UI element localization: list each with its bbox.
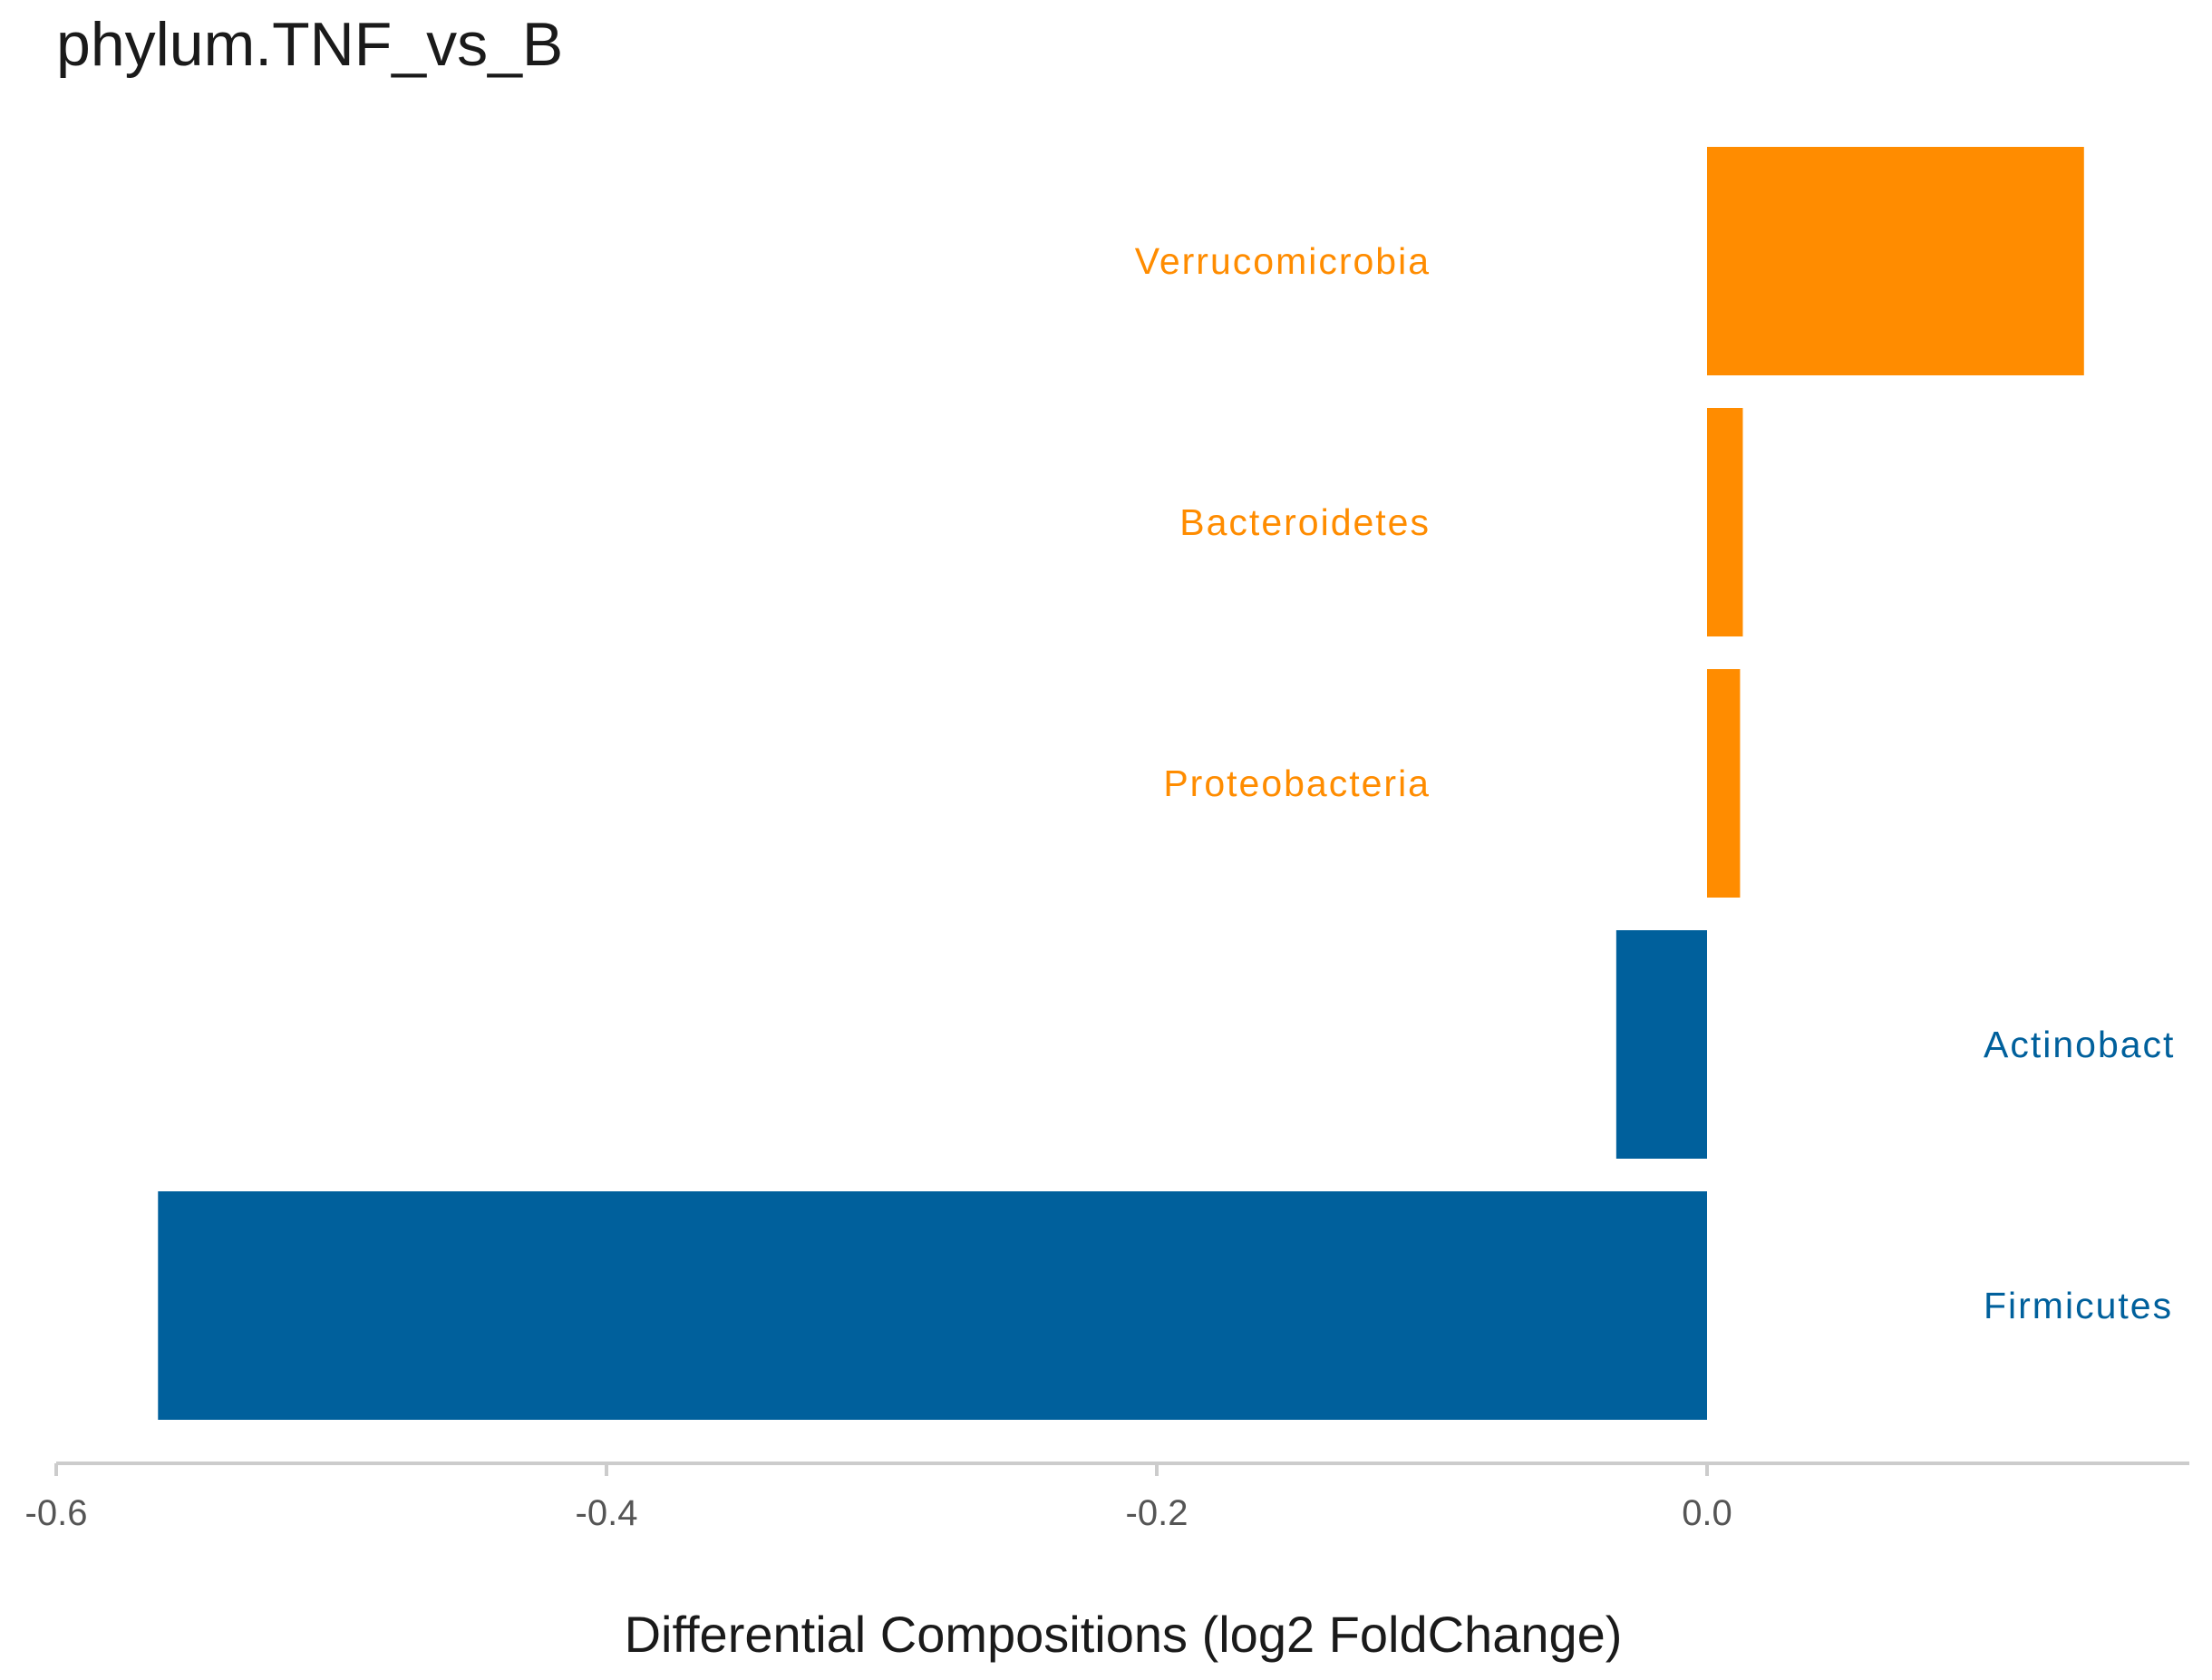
x-tick-label: -0.4 [576,1493,638,1533]
category-label-proteobacteria: Proteobacteria [1163,762,1431,804]
chart-title: phylum.TNF_vs_B [56,10,563,79]
category-label-verrucomicrobia: Verrucomicrobia [1135,240,1431,282]
category-label-firmicutes: Firmicutes [1984,1285,2173,1326]
bar-proteobacteria [1707,669,1741,898]
category-label-bacteroidetes: Bacteroidetes [1179,501,1431,543]
x-tick-label: -0.6 [25,1493,88,1533]
bars-group [158,147,2084,1420]
x-ticks-group: -0.6 -0.4 -0.2 0.0 [25,1463,1732,1533]
x-tick-label: 0.0 [1682,1493,1732,1533]
bar-verrucomicrobia [1707,147,2084,375]
x-axis-title: Differential Compositions (log2 FoldChan… [625,1606,1623,1663]
bar-actinobact [1615,930,1707,1159]
category-labels-group: Verrucomicrobia Bacteroidetes Proteobacter… [1135,240,2175,1326]
bar-bacteroidetes [1707,408,1743,636]
bar-firmicutes [158,1191,1707,1420]
x-tick-label: -0.2 [1126,1493,1188,1533]
category-label-actinobact: Actinobact [1984,1024,2175,1065]
